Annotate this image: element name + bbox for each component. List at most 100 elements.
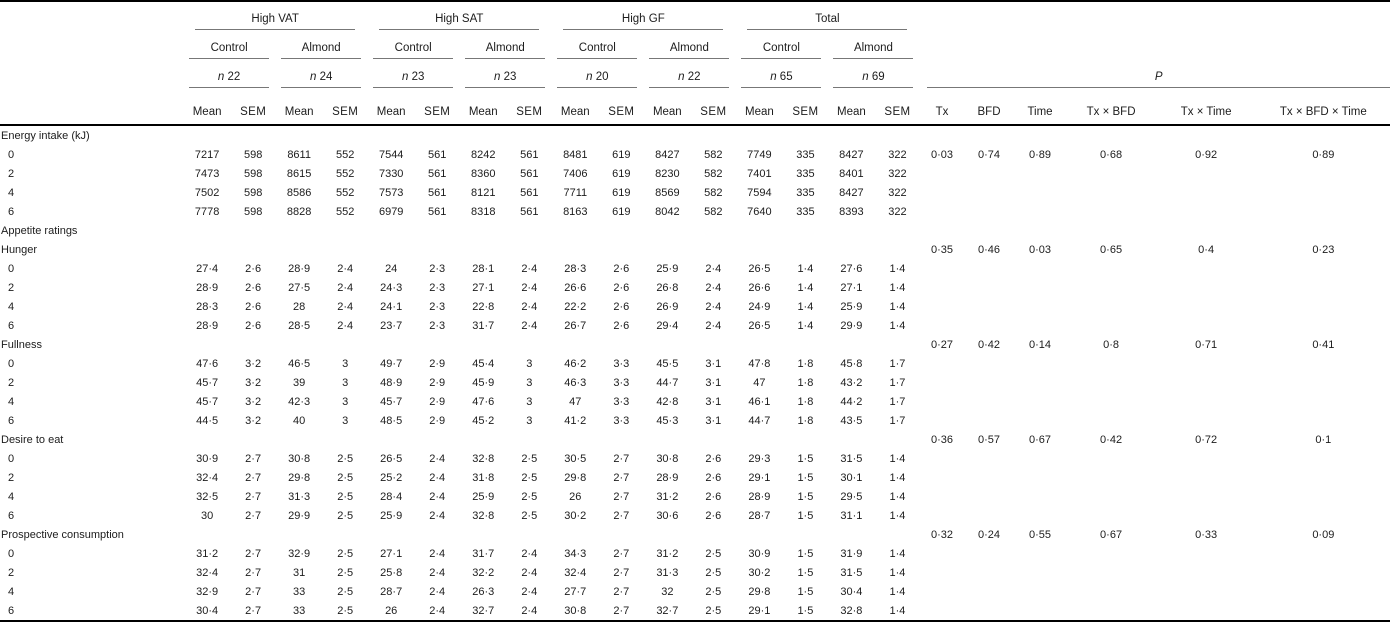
mean-cell: 44·2 (840, 395, 863, 408)
arm-header-almond: Almond (275, 30, 367, 59)
sem-cell: 1·4 (889, 319, 906, 332)
p-value-cell (1156, 544, 1257, 563)
mean-cell: 32·7 (656, 604, 679, 617)
sem-cell: 1·4 (889, 262, 906, 275)
sem-cell: 582 (704, 205, 723, 218)
p-value-cell (1257, 544, 1390, 563)
empty-cell (783, 240, 827, 259)
sem-cell: 2·7 (245, 566, 262, 579)
sem-cell: 1·5 (797, 547, 814, 560)
sem-cell: 3·2 (245, 395, 262, 408)
empty-cell (783, 430, 827, 449)
empty-cell (459, 525, 507, 544)
data-row: 6 7778 598 8828 552 6979 561 8318 561 8163 619 8042… (0, 202, 1390, 221)
empty-cell (551, 430, 599, 449)
sem-cell: 2·9 (429, 357, 446, 370)
sem-cell: 2·3 (429, 262, 446, 275)
p-value-cell: 0·89 (1312, 148, 1335, 161)
empty-cell (415, 335, 459, 354)
empty-cell (183, 221, 231, 240)
sem-cell: 3·3 (613, 376, 630, 389)
sem-cell: 561 (520, 186, 539, 199)
p-value-cell (1067, 202, 1156, 221)
p-value-cell (919, 125, 964, 145)
section-row: Prospective consumption 0·32 0·24 0·55 0·67 0… (0, 525, 1390, 544)
sem-cell: 2·7 (613, 547, 630, 560)
mean-cell: 7473 (194, 167, 220, 180)
p-value-cell (1257, 164, 1390, 183)
sem-cell: 2·6 (245, 300, 262, 313)
n-count-vat-almond: n 24 (275, 59, 367, 88)
data-row: 4 7502 598 8586 552 7573 561 8121 561 7711 619 8569… (0, 183, 1390, 202)
mean-cell: 49·7 (380, 357, 403, 370)
sem-cell: 3·1 (705, 357, 722, 370)
time-label: 2 (8, 376, 15, 389)
mean-cell: 42·8 (656, 395, 679, 408)
p-value-cell (1156, 582, 1257, 601)
sem-cell: 3·1 (705, 376, 722, 389)
mean-cell: 28·3 (564, 262, 587, 275)
mean-cell: 8427 (839, 186, 864, 199)
empty-cell (599, 335, 643, 354)
mean-cell: 25·8 (380, 566, 403, 579)
header-row-n: n 22 n 24 n 23 n 23 n 20 n 22 n 65 n 69 … (0, 59, 1390, 88)
sem-cell: 2·6 (245, 262, 262, 275)
mean-cell: 8611 (287, 148, 311, 161)
empty-cell (275, 335, 323, 354)
empty-cell (275, 430, 323, 449)
p-value-cell (1156, 125, 1257, 145)
mean-cell: 33 (293, 585, 306, 598)
empty-cell (507, 125, 551, 145)
n-count-sat-control: n 23 (367, 59, 459, 88)
p-value-cell: 0·67 (1100, 528, 1123, 541)
sem-cell: 552 (335, 186, 355, 199)
p-column-header: Tx × BFD × Time (1256, 88, 1390, 126)
sem-cell: 2·5 (521, 452, 538, 465)
sem-cell: 2·4 (521, 547, 538, 560)
mean-cell: 25·2 (380, 471, 403, 484)
p-value-cell: 0·03 (930, 148, 953, 161)
time-label: 0 (8, 262, 15, 275)
n-count-gf-control: n 20 (551, 59, 643, 88)
time-label: 6 (8, 604, 15, 617)
p-value-cell (1014, 354, 1067, 373)
header-row-groups: High VAT High SAT High GF Total (0, 1, 1390, 30)
sem-cell: 598 (243, 167, 263, 180)
data-row: 6 30·4 2·7 33 2·5 26 2·4 32·7 2·4 30·8 2·7 32·7 2·5 2… (0, 601, 1390, 621)
p-value-cell: 0·71 (1195, 338, 1218, 351)
p-value-cell (1156, 259, 1257, 278)
mean-cell: 8318 (470, 205, 496, 218)
mean-cell: 26 (385, 604, 398, 617)
mean-cell: 7502 (194, 186, 220, 199)
sem-cell: 1·4 (889, 509, 906, 522)
empty-cell (507, 430, 551, 449)
section-label: Appetite ratings (1, 224, 78, 237)
sem-cell: 2·4 (429, 490, 446, 503)
empty-cell (323, 335, 367, 354)
sem-cell: 582 (704, 148, 723, 161)
mean-cell: 7778 (194, 205, 220, 218)
p-value-cell: 0·74 (977, 148, 1001, 161)
mean-cell: 27·1 (472, 281, 495, 294)
p-value-cell: 0·8 (1103, 338, 1120, 351)
mean-cell: 26·8 (656, 281, 679, 294)
mean-cell: 48·9 (380, 376, 403, 389)
empty-cell (691, 240, 735, 259)
sem-cell: 3 (526, 395, 533, 408)
section-label: Energy intake (kJ) (1, 129, 90, 142)
mean-cell: 7594 (747, 186, 772, 199)
group-header-high-vat: High VAT (183, 1, 367, 30)
sem-cell: 1·7 (889, 414, 906, 427)
p-value-cell (965, 297, 1014, 316)
p-value-cell (1067, 563, 1156, 582)
p-value-cell: 0·4 (1198, 243, 1215, 256)
sem-cell: 2·4 (429, 471, 446, 484)
mean-cell: 33 (293, 604, 306, 617)
p-value-cell (1067, 278, 1156, 297)
time-label: 4 (8, 490, 15, 503)
empty-cell (691, 335, 735, 354)
time-label: 6 (8, 509, 15, 522)
sem-cell: 2·6 (613, 281, 630, 294)
p-value-cell (1257, 563, 1390, 582)
sem-cell: 1·5 (797, 490, 814, 503)
